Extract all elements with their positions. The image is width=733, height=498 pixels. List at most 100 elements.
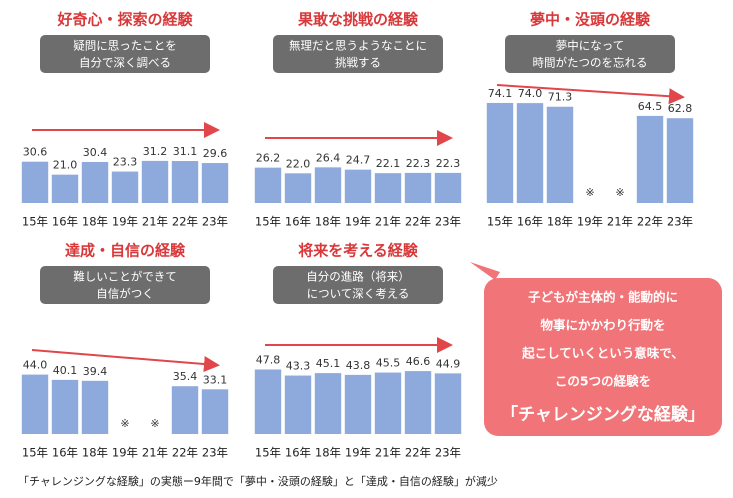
value-label: 22.1 [376, 157, 401, 170]
value-label: 30.4 [83, 146, 108, 159]
bar [81, 380, 109, 434]
x-tick-label: 18年 [547, 215, 573, 229]
value-label: 26.2 [256, 152, 281, 165]
value-label: 22.3 [436, 157, 461, 170]
value-label: 35.4 [173, 370, 198, 383]
x-tick-label: 15年 [255, 446, 281, 460]
chart-title: 達成・自信の経験 [65, 242, 186, 260]
bar [434, 373, 462, 434]
x-tick-label: 21年 [142, 446, 168, 460]
bar [486, 102, 514, 203]
subtitle-box [40, 35, 210, 73]
x-tick-label: 19年 [345, 446, 371, 460]
chart-title: 果敢な挑戦の経験 [297, 11, 419, 29]
trend-arrow [31, 349, 220, 372]
bar [546, 106, 574, 203]
x-tick-label: 22年 [405, 215, 431, 229]
bar [344, 169, 372, 203]
value-label: 29.6 [203, 147, 228, 160]
subtitle-line: 挑戦する [335, 56, 381, 70]
subtitle-line: 無理だと思うようなことに [289, 39, 427, 53]
subtitle-line: 夢中になって [556, 39, 624, 53]
x-tick-label: 18年 [315, 215, 341, 229]
x-tick-label: 23年 [667, 215, 693, 229]
missing-label: ※ [150, 417, 159, 430]
x-tick-label: 16年 [52, 446, 78, 460]
subtitle-box [505, 35, 675, 73]
callout-line: 子どもが主体的・能動的に [528, 290, 678, 305]
subtitle-line: 疑問に思ったことを [73, 39, 177, 53]
chart-title: 将来を考える経験 [298, 242, 419, 260]
bar [344, 374, 372, 434]
bar [254, 167, 282, 203]
subtitle-box [40, 266, 210, 304]
value-label: 23.3 [113, 156, 138, 169]
bar [171, 386, 199, 434]
x-tick-label: 16年 [517, 215, 543, 229]
callout-pointer [470, 262, 500, 280]
x-tick-label: 23年 [435, 446, 461, 460]
x-tick-label: 15年 [487, 215, 513, 229]
bar [666, 118, 694, 203]
x-tick-label: 22年 [172, 215, 198, 229]
value-label: 31.2 [143, 145, 168, 158]
bar [516, 103, 544, 203]
subtitle-line: 自分の進路（将来） [306, 270, 410, 284]
x-tick-label: 15年 [255, 215, 281, 229]
value-label: 43.3 [286, 360, 311, 373]
callout-line: 起こしていくという意味で、 [521, 346, 684, 361]
subtitle-line: 自分で深く調べる [79, 56, 171, 70]
value-label: 21.0 [53, 159, 78, 172]
bar [21, 374, 49, 434]
x-tick-label: 22年 [405, 446, 431, 460]
bar [21, 161, 49, 203]
bar [81, 161, 109, 203]
bar [111, 171, 139, 203]
x-tick-label: 16年 [285, 215, 311, 229]
value-label: 64.5 [638, 100, 663, 113]
callout-line: 物事にかかわり行動を [540, 318, 665, 333]
x-tick-label: 18年 [82, 215, 108, 229]
value-label: 71.3 [548, 91, 573, 104]
value-label: 39.4 [83, 365, 108, 378]
bar [201, 389, 229, 434]
value-label: 62.8 [668, 102, 693, 115]
subtitle-line: について深く考える [307, 287, 410, 301]
x-tick-label: 19年 [345, 215, 371, 229]
x-tick-label: 22年 [172, 446, 198, 460]
subtitle-line: 自信がつく [96, 287, 154, 301]
value-label: 26.4 [316, 151, 341, 164]
bar [201, 163, 229, 203]
bar [404, 172, 432, 203]
missing-label: ※ [585, 186, 594, 199]
chart-title: 好奇心・探索の経験 [56, 11, 193, 29]
value-label: 45.1 [316, 357, 341, 370]
x-tick-label: 21年 [142, 215, 168, 229]
x-tick-label: 23年 [202, 446, 228, 460]
x-tick-label: 23年 [435, 215, 461, 229]
value-label: 46.6 [406, 355, 431, 368]
value-label: 30.6 [23, 146, 48, 159]
x-tick-label: 22年 [637, 215, 663, 229]
callout-box [484, 278, 722, 436]
bar [374, 173, 402, 203]
x-tick-label: 16年 [285, 446, 311, 460]
bar [171, 161, 199, 203]
value-label: 74.1 [488, 87, 513, 100]
subtitle-box [273, 35, 443, 73]
callout-line: この5つの経験を [555, 374, 651, 389]
x-tick-label: 16年 [52, 215, 78, 229]
value-label: 24.7 [346, 154, 371, 167]
x-tick-label: 19年 [112, 446, 138, 460]
x-tick-label: 15年 [22, 215, 48, 229]
callout-emphasis: 「チャレンジングな経験」 [501, 404, 705, 425]
bar [434, 172, 462, 203]
bar [51, 174, 79, 203]
value-label: 74.0 [518, 87, 543, 100]
bar [404, 371, 432, 434]
value-label: 44.9 [436, 357, 461, 370]
value-label: 47.8 [256, 353, 281, 366]
bar [314, 167, 342, 203]
bar [314, 373, 342, 434]
bar [284, 375, 312, 434]
